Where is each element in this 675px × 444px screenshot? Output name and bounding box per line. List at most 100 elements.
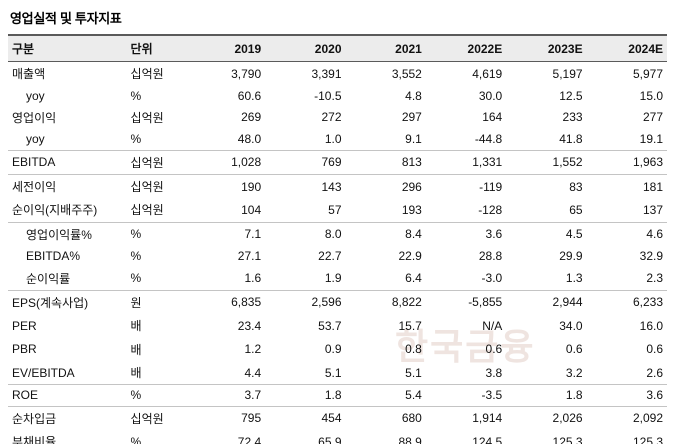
cell-value: 41.8: [559, 132, 583, 147]
cell-value: 2,026: [506, 405, 587, 430]
cell-value: 143: [265, 173, 346, 199]
cell-value: 12.5: [559, 88, 583, 103]
cell-value: 1.9: [324, 271, 342, 286]
table-row: 순이익(지배주주) 십억원 104 57 193 -128 65 137: [8, 198, 667, 222]
cell-value: 0.8: [405, 342, 422, 357]
row-label: yoy: [26, 88, 45, 103]
header-year-2024e: 2024E: [586, 34, 667, 62]
cell-value: 1.0: [324, 132, 342, 147]
cell-value: 30.0: [478, 88, 503, 103]
cell-value: 8,822: [345, 289, 426, 315]
cell-value: 3,391: [311, 66, 342, 81]
cell-value: 1,028: [184, 149, 266, 175]
cell-value: 3.6: [586, 384, 667, 407]
table-row: ROE% 3.7 1.8 5.4 -3.5 1.8 3.6: [8, 384, 667, 407]
cell-value: 1,914: [425, 405, 507, 430]
cell-value: 88.9: [345, 430, 426, 444]
cell-value: 1,963: [586, 149, 667, 175]
row-unit: 배: [130, 366, 142, 381]
cell-value: 269: [241, 110, 262, 125]
table-row: 영업이익 십억원 269 272 297 164 233 277: [8, 106, 667, 129]
cell-value: 2,944: [506, 289, 587, 315]
header-category: 구분: [8, 34, 127, 62]
row-unit: 십억원: [130, 67, 164, 82]
cell-value: 23.4: [237, 318, 262, 333]
cell-value: -3.5: [425, 384, 507, 407]
row-label: EBITDA%: [26, 249, 81, 264]
cell-value: 680: [345, 405, 426, 430]
cell-value: 4,619: [472, 66, 503, 81]
row-unit: 십억원: [130, 203, 164, 218]
cell-value: 4.4: [244, 365, 262, 380]
row-label: 순차입금: [8, 405, 127, 430]
cell-value: 9.1: [405, 132, 422, 147]
cell-value: 15.0: [639, 88, 663, 103]
row-unit: 십억원: [126, 173, 185, 199]
cell-value: 6,233: [586, 289, 667, 315]
cell-value: 65: [569, 202, 583, 217]
row-unit: %: [126, 384, 185, 407]
table-row: yoy% 48.0 1.0 9.1 -44.8 41.8 19.1: [8, 129, 667, 150]
cell-value: 104: [241, 202, 262, 217]
cell-value: 181: [586, 173, 667, 199]
cell-value: 193: [401, 202, 422, 217]
row-unit: 십억원: [130, 110, 164, 125]
cell-value: -119: [425, 173, 507, 199]
table-row: PER 배 23.4 53.7 15.7 N/A 34.0 16.0: [8, 314, 667, 337]
row-label: 매출액: [12, 67, 46, 82]
header-row: 구분 단위 2019 2020 2021 2022E 2023E 2024E: [8, 34, 667, 62]
cell-value: 769: [265, 149, 346, 175]
header-unit: 단위: [126, 34, 185, 62]
row-unit: 원: [126, 289, 185, 315]
cell-value: 272: [321, 110, 342, 125]
cell-value: 5.1: [405, 365, 422, 380]
cell-value: -128: [478, 202, 503, 217]
table-row: 순이익률% 1.6 1.9 6.4 -3.0 1.3 2.3: [8, 266, 667, 290]
cell-value: 296: [345, 173, 426, 199]
cell-value: 1.3: [565, 271, 583, 286]
row-unit: %: [130, 88, 142, 103]
cell-value: 277: [642, 110, 663, 125]
header-year-2021: 2021: [345, 34, 426, 62]
row-unit: 십억원: [126, 149, 185, 175]
cell-value: 5.4: [345, 384, 426, 407]
row-unit: %: [130, 132, 142, 147]
cell-value: 29.9: [559, 249, 583, 264]
cell-value: 2.6: [646, 365, 663, 380]
cell-value: 1.8: [265, 384, 346, 407]
row-unit: 십억원: [126, 405, 185, 430]
cell-value: 5,977: [632, 66, 663, 81]
cell-value: 1,552: [506, 149, 587, 175]
cell-value: 1.8: [506, 384, 587, 407]
cell-value: N/A: [482, 318, 503, 333]
row-label: EBITDA: [8, 149, 127, 175]
table-row: EPS(계속사업) 원 6,835 2,596 8,822 -5,855 2,944 6,23…: [8, 289, 667, 315]
cell-value: 5,197: [552, 66, 583, 81]
cell-value: 125.3: [506, 430, 587, 444]
cell-value: 124.5: [425, 430, 507, 444]
table-row: yoy% 60.6 -10.5 4.8 30.0 12.5 15.0: [8, 85, 667, 105]
cell-value: -44.8: [474, 132, 503, 147]
cell-value: 1,331: [425, 149, 507, 175]
cell-value: 0.6: [646, 342, 663, 357]
cell-value: 2,596: [265, 289, 346, 315]
row-label: PER: [12, 318, 37, 333]
row-label: ROE: [8, 384, 127, 407]
row-label: 순이익률: [26, 271, 71, 286]
header-year-2020: 2020: [265, 34, 346, 62]
row-label: EV/EBITDA: [12, 365, 75, 380]
cell-value: -10.5: [314, 88, 342, 103]
cell-value: 0.9: [324, 342, 342, 357]
cell-value: 813: [345, 149, 426, 175]
row-label: yoy: [26, 132, 45, 147]
cell-value: -3.0: [481, 271, 503, 286]
table-row: 순차입금 십억원 795 454 680 1,914 2,026 2,092: [8, 405, 667, 430]
financial-table: 구분 단위 2019 2020 2021 2022E 2023E 2024E 매…: [8, 34, 667, 444]
row-label: 부채비율: [8, 430, 127, 444]
row-label: 영업이익: [12, 110, 57, 125]
header-year-2023e: 2023E: [506, 34, 587, 62]
cell-value: 34.0: [559, 318, 583, 333]
row-label: 순이익(지배주주): [12, 203, 98, 218]
cell-value: 6,835: [184, 289, 266, 315]
